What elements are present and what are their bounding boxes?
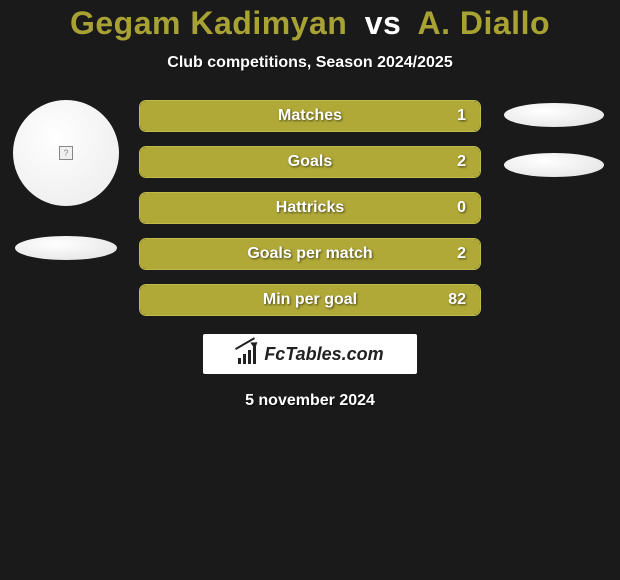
stat-value: 0	[457, 199, 466, 217]
stat-label: Hattricks	[276, 199, 344, 217]
avatar-shadow	[15, 236, 117, 260]
logo-chart-icon	[236, 344, 258, 364]
stat-row: Min per goal 82	[139, 284, 481, 316]
page-title: Gegam Kadimyan vs A. Diallo	[0, 5, 620, 42]
stat-value: 82	[448, 291, 466, 309]
stat-label: Goals per match	[247, 245, 372, 263]
stat-value: 2	[457, 245, 466, 263]
stat-row: Goals per match 2	[139, 238, 481, 270]
right-player-column	[499, 100, 609, 177]
stat-value: 2	[457, 153, 466, 171]
player-avatar: ?	[13, 100, 119, 206]
stat-value: 1	[457, 107, 466, 125]
stat-label: Min per goal	[263, 291, 357, 309]
stat-label: Matches	[278, 107, 342, 125]
left-player-column: ?	[11, 100, 121, 260]
content-row: ? Matches 1 Goals 2 Hattricks 0 Goals per matc…	[0, 100, 620, 316]
stats-column: Matches 1 Goals 2 Hattricks 0 Goals per match 2…	[139, 100, 481, 316]
right-shadow-ellipse	[504, 153, 604, 177]
logo-text: FcTables.com	[264, 344, 383, 365]
infographic-root: Gegam Kadimyan vs A. Diallo Club competi…	[0, 0, 620, 410]
right-shadow-ellipse	[504, 103, 604, 127]
player1-name: Gegam Kadimyan	[70, 5, 347, 41]
stat-row: Goals 2	[139, 146, 481, 178]
player2-name: A. Diallo	[417, 5, 550, 41]
logo-box: FcTables.com	[203, 334, 417, 374]
stat-row: Hattricks 0	[139, 192, 481, 224]
subtitle: Club competitions, Season 2024/2025	[0, 54, 620, 72]
avatar-placeholder-icon: ?	[59, 146, 73, 160]
stat-row: Matches 1	[139, 100, 481, 132]
vs-separator: vs	[365, 5, 402, 41]
stat-label: Goals	[288, 153, 332, 171]
date-text: 5 november 2024	[0, 392, 620, 410]
